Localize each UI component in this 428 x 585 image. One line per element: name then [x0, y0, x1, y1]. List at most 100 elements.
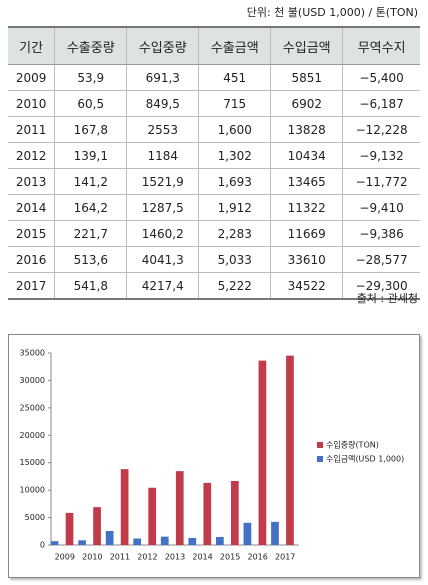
- bar: [258, 360, 267, 545]
- table-cell: 691,3: [126, 64, 199, 91]
- table-cell: −9,386: [342, 220, 420, 247]
- bar: [203, 482, 212, 545]
- table-cell: 5851: [270, 64, 343, 91]
- table-cell: 2014: [8, 194, 55, 221]
- table-cell: 2553: [126, 116, 199, 143]
- header-cell: 수출금액: [198, 26, 271, 65]
- x-tick-label: 2010: [82, 553, 102, 562]
- table-cell: 715: [198, 90, 271, 117]
- table-cell: −9,410: [342, 194, 420, 221]
- unit-note: 단위: 천 불(USD 1,000) / 톤(TON): [246, 6, 418, 19]
- table-cell: 11322: [270, 194, 343, 221]
- table-row: 2016 513,6 4041,3 5,033 33610 −28,577: [8, 246, 420, 273]
- table-cell: 53,9: [54, 64, 127, 91]
- table-cell: 1287,5: [126, 194, 199, 221]
- table-cell: 1,600: [198, 116, 271, 143]
- header-cell: 기간: [8, 26, 55, 65]
- header-cell: 수출중량: [54, 26, 127, 65]
- table-row: 2015 221,7 1460,2 2,283 11669 −9,386: [8, 220, 420, 247]
- table-row: 2009 53,9 691,3 451 5851 −5,400: [8, 64, 420, 91]
- legend-swatch: [317, 456, 323, 462]
- table-cell: 60,5: [54, 90, 127, 117]
- bar: [120, 469, 129, 545]
- table-cell: 2010: [8, 90, 55, 117]
- table-cell: 1521,9: [126, 168, 199, 195]
- chart: 0 5000 10000 15000 20000 25000 30000 35000 2009 2…: [8, 334, 420, 578]
- table-cell: 11669: [270, 220, 343, 247]
- legend-label: 수입금액(USD 1,000): [326, 454, 404, 464]
- bar: [78, 540, 86, 545]
- table-row: 2017 541,8 4217,4 5,222 34522 −29,300: [8, 272, 420, 300]
- table-cell: −11,772: [342, 168, 420, 195]
- table-cell: 1,912: [198, 194, 271, 221]
- table-cell: 141,2: [54, 168, 127, 195]
- table-cell: 2015: [8, 220, 55, 247]
- y-tick-label: 15000: [20, 458, 45, 467]
- table-cell: −5,400: [342, 64, 420, 91]
- table-row: 2011 167,8 2553 1,600 13828 −12,228: [8, 116, 420, 143]
- table-cell: 2,283: [198, 220, 271, 247]
- x-tick-label: 2011: [110, 553, 130, 562]
- table-cell: 34522: [270, 272, 343, 300]
- table-cell: −9,132: [342, 142, 420, 169]
- bar: [286, 355, 294, 545]
- bar: [65, 512, 74, 545]
- bar: [93, 507, 101, 545]
- table-cell: 2013: [8, 168, 55, 195]
- table-cell: 5,033: [198, 246, 271, 273]
- table-cell: −29,300: [342, 272, 420, 300]
- y-tick-label: 20000: [20, 431, 45, 440]
- header-cell: 수입금액: [270, 26, 343, 65]
- bar: [243, 522, 252, 545]
- table-cell: 2017: [8, 272, 55, 300]
- bar: [50, 541, 59, 545]
- table-row: 2012 139,1 1184 1,302 10434 −9,132: [8, 142, 420, 169]
- bar: [175, 471, 184, 545]
- table-cell: 2016: [8, 246, 55, 273]
- y-tick-label: 5000: [25, 513, 45, 522]
- table-cell: 1,302: [198, 142, 271, 169]
- table-cell: −6,187: [342, 90, 420, 117]
- table-cell: 1,693: [198, 168, 271, 195]
- y-tick-label: 35000: [20, 349, 45, 358]
- table-row: 2014 164,2 1287,5 1,912 11322 −9,410: [8, 194, 420, 221]
- legend-swatch: [317, 442, 323, 448]
- bar: [105, 530, 114, 545]
- header-cell: 수입중량: [126, 26, 199, 65]
- header-row: 기간 수출중량 수입중량 수출금액 수입금액 무역수지: [8, 26, 420, 65]
- x-tick-label: 2014: [192, 553, 212, 562]
- legend-label: 수입중량(TON): [326, 440, 379, 450]
- table-cell: 513,6: [54, 246, 127, 273]
- table-cell: 1184: [126, 142, 199, 169]
- table-cell: 1460,2: [126, 220, 199, 247]
- x-tick-label: 2009: [55, 553, 75, 562]
- table-cell: 13465: [270, 168, 343, 195]
- table-row: 2010 60,5 849,5 715 6902 −6,187: [8, 90, 420, 117]
- table-cell: 451: [198, 64, 271, 91]
- y-tick-label: 25000: [20, 403, 45, 412]
- x-tick-label: 2013: [165, 553, 185, 562]
- x-tick-label: 2017: [275, 553, 295, 562]
- bar: [216, 536, 224, 545]
- bar: [271, 521, 279, 545]
- bar: [133, 538, 142, 545]
- table-cell: 33610: [270, 246, 343, 273]
- y-tick-label: 0: [40, 541, 45, 550]
- bar: [188, 537, 197, 545]
- table-cell: 2012: [8, 142, 55, 169]
- table-cell: 2009: [8, 64, 55, 91]
- table-cell: 13828: [270, 116, 343, 143]
- bar: [230, 480, 239, 545]
- table-cell: 164,2: [54, 194, 127, 221]
- table-cell: 849,5: [126, 90, 199, 117]
- table-cell: −28,577: [342, 246, 420, 273]
- table-cell: 6902: [270, 90, 343, 117]
- y-tick-label: 30000: [20, 376, 45, 385]
- x-tick-label: 2015: [220, 553, 240, 562]
- table-cell: 5,222: [198, 272, 271, 300]
- x-tick-label: 2012: [137, 553, 157, 562]
- table-cell: 541,8: [54, 272, 127, 300]
- bar: [160, 536, 169, 545]
- table-row: 2013 141,2 1521,9 1,693 13465 −11,772: [8, 168, 420, 195]
